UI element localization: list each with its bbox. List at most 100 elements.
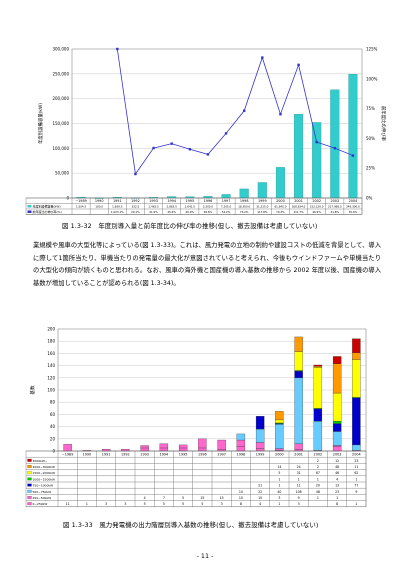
legend-label: 0~250kW — [33, 502, 48, 506]
stacked-bar-segment — [352, 338, 361, 353]
y-tick: 80 — [50, 400, 56, 405]
table-cell: 2,863.5 — [167, 205, 178, 209]
stacked-bar-segment — [352, 397, 361, 446]
table-cell: 61,640.0 — [274, 205, 286, 209]
table-cell: 1,463.5 — [148, 205, 159, 209]
x-tick-label: 1990 — [83, 453, 92, 457]
table-cell: 8 — [240, 502, 242, 506]
x-tick-label: 1995 — [185, 199, 194, 203]
legend-label: 500~750kW — [33, 490, 52, 494]
table-cell: 1 — [355, 477, 357, 481]
stacked-bar-segment — [275, 419, 284, 424]
stacked-bar-segment — [140, 447, 149, 452]
legend-label: 1500~2000kW — [33, 471, 56, 475]
legend-swatch — [27, 502, 32, 506]
table-cell: 332.5 — [132, 205, 140, 209]
table-cell: 3 — [298, 502, 300, 506]
table-cell: 31,215.0 — [256, 205, 268, 209]
growth-point — [134, 172, 137, 176]
table-cell: 77 — [354, 484, 358, 488]
y-left-tick: 250,000 — [52, 71, 69, 76]
stacked-bar-segment — [332, 431, 342, 446]
stacked-bar-segment — [255, 416, 265, 430]
stacked-bar-segment — [332, 420, 342, 424]
table-cell: 168,634.0 — [292, 205, 306, 209]
table-cell: 54.2% — [222, 210, 231, 214]
growth-point — [206, 153, 210, 156]
table-cell: 1 — [317, 477, 319, 481]
table-cell: 2 — [317, 465, 319, 469]
table-cell: 1 — [86, 502, 88, 506]
legend-label: 3000kW~ — [33, 459, 48, 463]
stacked-bar-segment — [275, 424, 284, 449]
stacked-bar-segment — [352, 444, 361, 451]
legend-swatch — [27, 471, 32, 475]
stacked-bar-segment — [332, 423, 342, 432]
y-tick: 200 — [47, 327, 55, 332]
x-tick-label: 1999 — [258, 199, 267, 203]
growth-point — [315, 140, 318, 144]
stacked-bar-segment — [275, 411, 284, 421]
legend-swatch — [27, 489, 32, 493]
stacked-bar-segment — [313, 420, 323, 451]
table-cell: 100.0 — [95, 205, 103, 209]
y-right-label: 前年度比の伸び率 — [380, 106, 387, 142]
table-cell: 1 — [278, 484, 280, 488]
growth-point — [224, 132, 228, 135]
table-cell: 9 — [355, 490, 357, 494]
y-left-tick: 200,000 — [52, 96, 69, 101]
table-cell: 23 — [335, 490, 339, 494]
stacked-bar-segment — [101, 449, 111, 452]
legend-swatch — [27, 458, 32, 462]
stacked-bar-segment — [294, 443, 303, 450]
table-cell: 10 — [239, 490, 243, 494]
y-left-tick: 100,000 — [52, 146, 69, 151]
x-tick-label: 1991 — [102, 453, 111, 457]
stacked-bar-segment — [236, 439, 246, 447]
stacked-bar-segment — [294, 336, 303, 352]
table-cell: 15 — [200, 496, 204, 500]
stacked-bar-segment — [352, 352, 361, 360]
x-tick-label: 2004 — [352, 453, 361, 457]
table-cell: 1 — [278, 477, 280, 481]
y-tick: 20 — [50, 436, 56, 441]
table-cell: 152,120.0 — [310, 205, 324, 209]
stacked-bar-segment — [178, 444, 188, 449]
x-tick-label: 1994 — [160, 453, 169, 457]
growth-point — [242, 109, 246, 112]
table-cell: 5 — [182, 502, 184, 506]
growth-point — [116, 47, 119, 51]
table-cell: 1,659.5 — [112, 205, 123, 209]
table-cell: 67 — [316, 471, 320, 475]
x-tick-label: 1999 — [256, 453, 265, 457]
table-cell: 249,300.0 — [346, 205, 360, 209]
table-cell: 14 — [277, 465, 281, 469]
table-cell: 41.8% — [331, 210, 340, 214]
table-cell: 5 — [144, 502, 146, 506]
legend-label: 2000~3000kW — [33, 465, 56, 469]
x-tick-label: 1990 — [95, 199, 104, 203]
table-cell: 18,300.0 — [238, 205, 250, 209]
x-tick-label: 2003 — [330, 199, 339, 203]
stacked-bar-segment — [313, 408, 323, 422]
table-cell: 3,300.0 — [203, 205, 214, 209]
y-tick: 100 — [47, 388, 55, 393]
stacked-bar-segment — [198, 438, 207, 449]
y-axis-label: 基数 — [29, 385, 36, 395]
table-cell: 45.6% — [167, 210, 176, 214]
x-tick-label: 1998 — [240, 199, 249, 203]
y-tick: 140 — [47, 363, 55, 368]
table-cell: 2 — [317, 459, 319, 463]
stacked-bar-segment — [313, 367, 323, 409]
stacked-bar-segment — [332, 392, 342, 422]
table-cell: 5 — [163, 502, 165, 506]
table-cell: 1 — [336, 496, 338, 500]
table-cell: 3 — [124, 502, 126, 506]
y-tick: 180 — [47, 339, 55, 344]
table-cell: 10 — [258, 496, 262, 500]
stacked-bar-segment — [332, 445, 342, 452]
table-cell: 1 — [298, 477, 300, 481]
table-cell: 117.8% — [257, 210, 268, 214]
table-cell: 5 — [201, 502, 203, 506]
stacked-bar-segment — [121, 449, 130, 452]
